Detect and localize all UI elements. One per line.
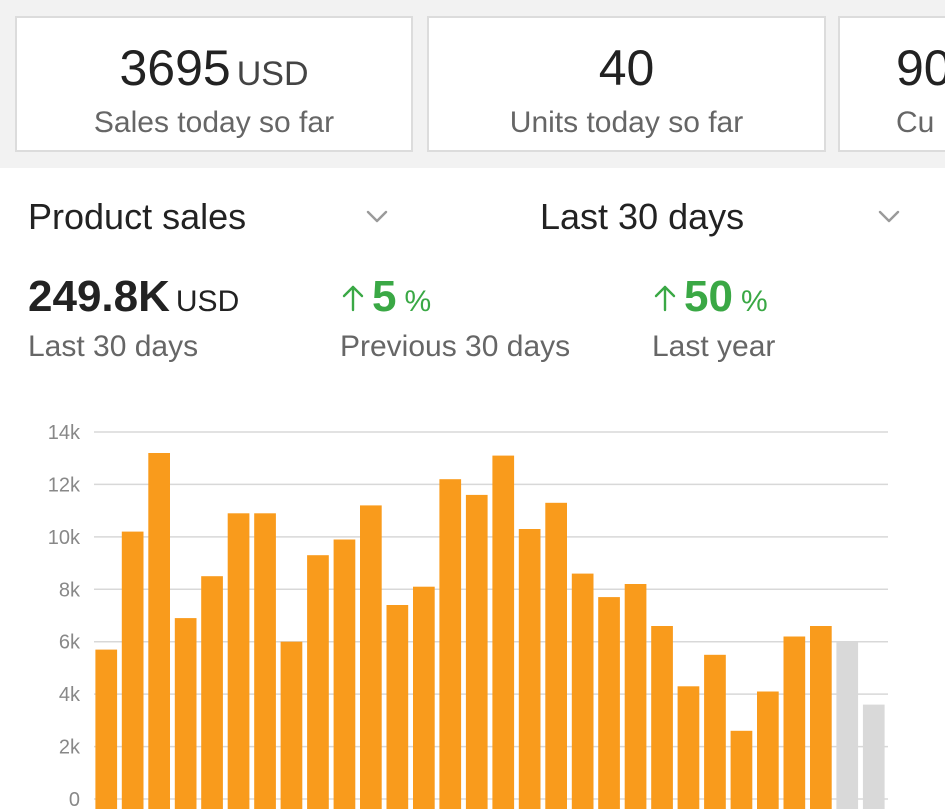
stat-value-row: 249.8K USD xyxy=(28,270,239,324)
chart-bar[interactable] xyxy=(201,576,223,809)
chart-bar[interactable] xyxy=(148,453,170,809)
kpi-card-sales-today[interactable]: 3695 USD Sales today so far xyxy=(15,16,413,152)
kpi-strip: 3695 USD Sales today so far 40 Units toda… xyxy=(0,0,945,168)
stat-total: 249.8K USD Last 30 days xyxy=(28,270,239,364)
chart-bar[interactable] xyxy=(227,513,250,809)
kpi-value: 3695 xyxy=(119,40,231,96)
kpi-card-units-today[interactable]: 40 Units today so far xyxy=(427,16,826,152)
chart-bar[interactable] xyxy=(730,730,753,809)
kpi-card-partial[interactable]: 90 Cu xyxy=(838,16,945,152)
stat-value-row: 5% xyxy=(340,270,570,324)
chart-bar[interactable] xyxy=(439,479,462,809)
period-selector[interactable]: Last 30 days xyxy=(540,196,745,237)
stat-value: 5 xyxy=(372,272,397,321)
y-tick-label: 6k xyxy=(59,632,81,654)
chart-bar[interactable] xyxy=(121,531,144,809)
chart-bar[interactable] xyxy=(677,686,700,809)
metric-selector[interactable]: Product sales xyxy=(28,196,247,237)
stat-unit: USD xyxy=(175,285,240,318)
chart-bar[interactable] xyxy=(413,586,435,809)
chart-bar[interactable] xyxy=(757,691,779,809)
chart-bar[interactable] xyxy=(360,505,382,809)
chevron-down-icon[interactable] xyxy=(874,202,904,232)
stat-label: Last year xyxy=(652,330,776,363)
stat-last-year: 50% Last year xyxy=(652,270,775,364)
chart-bar[interactable] xyxy=(518,529,541,809)
y-tick-label: 2k xyxy=(59,737,81,759)
stat-label: Last 30 days xyxy=(28,330,199,363)
chart-bar[interactable] xyxy=(333,539,356,809)
kpi-label: Sales today so far xyxy=(93,106,335,139)
chart-bar[interactable] xyxy=(307,555,329,809)
chart-bar-pending[interactable] xyxy=(862,704,885,809)
y-tick-label: 0 xyxy=(69,789,80,809)
y-tick-label: 4k xyxy=(59,684,81,706)
kpi-label: Units today so far xyxy=(509,106,744,139)
chart-svg: 0 2k 4k 6k 8k 10k 12k 14k xyxy=(48,422,888,809)
kpi-value-row: 40 xyxy=(429,40,824,96)
chart-bar[interactable] xyxy=(95,649,118,809)
kpi-value-row: 90 xyxy=(840,40,945,96)
sales-bar-chart: 0 2k 4k 6k 8k 10k 12k 14k xyxy=(0,412,945,809)
stat-value-row: 50% xyxy=(652,270,775,324)
chart-bar[interactable] xyxy=(465,494,488,809)
y-tick-label: 12k xyxy=(48,474,81,496)
stat-unit: % xyxy=(404,285,432,318)
chart-bar[interactable] xyxy=(386,605,409,809)
chart-bar[interactable] xyxy=(492,455,515,809)
chart-bar[interactable] xyxy=(545,502,567,809)
kpi-value-row: 3695 USD xyxy=(17,40,411,96)
stat-previous-period: 5% Previous 30 days xyxy=(340,270,570,364)
chart-bar[interactable] xyxy=(598,597,620,809)
chart-bar[interactable] xyxy=(624,584,647,809)
chart-bar[interactable] xyxy=(174,618,197,809)
kpi-value: 90 xyxy=(896,40,945,96)
stat-value: 50 xyxy=(684,272,733,321)
chart-bar[interactable] xyxy=(810,626,832,809)
y-tick-label: 8k xyxy=(59,579,81,601)
y-tick-label: 10k xyxy=(48,527,81,549)
kpi-value: 40 xyxy=(598,40,655,96)
chart-bar[interactable] xyxy=(651,626,673,809)
stat-value: 249.8K xyxy=(28,272,170,321)
kpi-label: Cu xyxy=(896,106,935,139)
chart-bar[interactable] xyxy=(704,654,726,809)
chevron-down-icon[interactable] xyxy=(362,202,392,232)
chart-bar[interactable] xyxy=(783,636,806,809)
chart-bar[interactable] xyxy=(254,513,276,809)
kpi-unit: USD xyxy=(236,55,309,93)
chart-bar[interactable] xyxy=(571,573,594,809)
stat-unit: % xyxy=(740,285,768,318)
y-tick-label: 14k xyxy=(48,422,81,444)
stat-label: Previous 30 days xyxy=(340,330,571,363)
chart-bar-pending[interactable] xyxy=(836,641,859,809)
arrow-up-icon xyxy=(654,285,676,312)
arrow-up-icon xyxy=(342,285,364,312)
chart-bar[interactable] xyxy=(280,641,303,809)
